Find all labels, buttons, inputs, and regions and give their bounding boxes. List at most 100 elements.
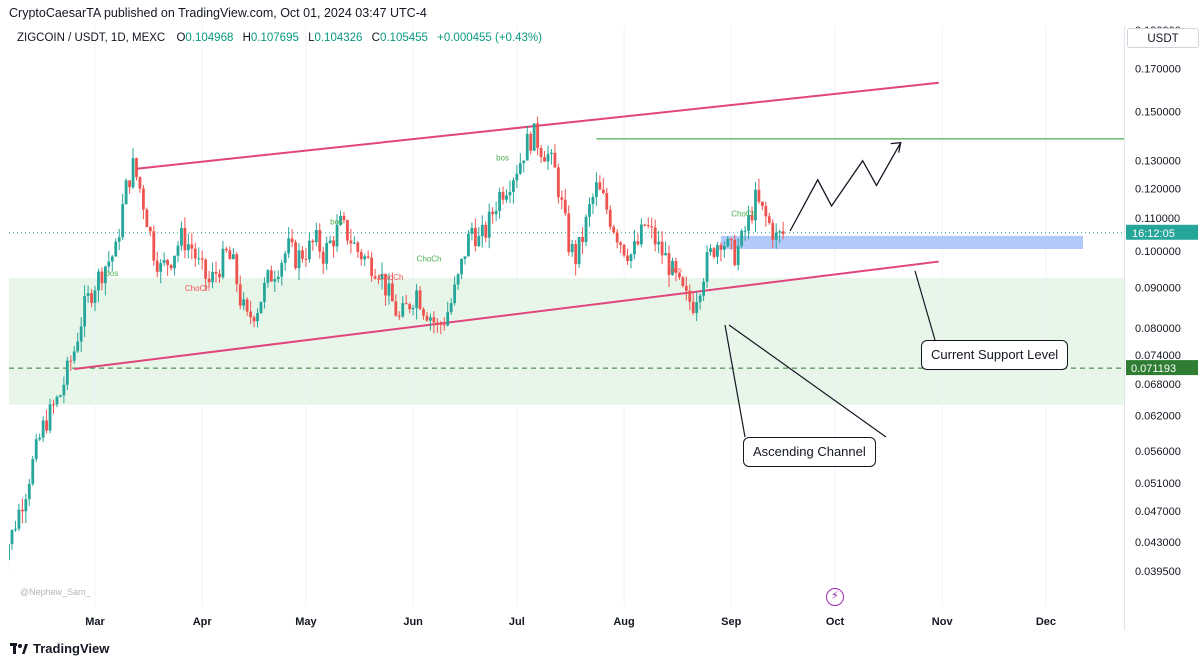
channel-note[interactable]: Ascending Channel (743, 437, 876, 467)
candle (605, 187, 609, 215)
candle (470, 222, 474, 241)
candle (218, 269, 221, 283)
candle (598, 175, 602, 191)
candle (722, 241, 726, 258)
support-note[interactable]: Current Support Level (921, 340, 1069, 370)
candle (442, 317, 446, 331)
candle-body (100, 271, 104, 284)
candle-body (453, 284, 457, 304)
price-scale[interactable]: 0.1900000.1700000.1500000.1300000.120000… (1124, 25, 1199, 630)
candle-body (719, 245, 723, 250)
candle-body (601, 189, 605, 194)
candle-body (332, 240, 335, 247)
candle (522, 160, 526, 173)
candle (774, 223, 778, 249)
candle (643, 223, 647, 227)
candle-body (619, 242, 623, 245)
candle-body (110, 256, 114, 262)
candle-body (781, 231, 785, 235)
price-chart[interactable]: bos bos bos ChoCh ChoCh ChoCh ChoCh bos Mar Apr Ma… (0, 26, 1124, 630)
candle-body (660, 241, 664, 256)
candle (173, 255, 176, 276)
candle (550, 149, 553, 165)
candle-body (736, 245, 740, 266)
candle-body (639, 224, 643, 245)
candle-body (166, 259, 170, 265)
candle (709, 244, 712, 256)
candle-body (404, 303, 408, 305)
lightning-icon[interactable]: ⚡ (826, 588, 844, 606)
candle-body (688, 290, 692, 302)
candle (750, 206, 754, 224)
current-price-badge (1126, 224, 1198, 240)
level-label: 0.071193 (1131, 363, 1176, 375)
candle-body (698, 295, 702, 303)
candle (453, 276, 457, 306)
candle-body (460, 258, 463, 275)
channel-leader (724, 324, 746, 438)
candle-body (598, 182, 602, 190)
candle (83, 284, 87, 337)
candle-body (214, 271, 218, 274)
candle-body (629, 254, 633, 261)
candle-body (370, 257, 374, 277)
candle (263, 277, 266, 309)
candle (716, 241, 719, 265)
candle (266, 269, 270, 288)
candle-body (449, 303, 453, 313)
candle (131, 148, 135, 189)
candle (505, 189, 508, 203)
candle-body (646, 224, 650, 227)
candle-body (508, 191, 512, 196)
x-tick-label: Oct (826, 616, 845, 628)
candle (432, 311, 436, 334)
candle-body (512, 180, 515, 192)
candle (117, 228, 121, 251)
candle-body (494, 210, 498, 215)
candle (646, 217, 650, 229)
candle-body (200, 258, 204, 260)
candle (532, 123, 536, 151)
candle (269, 265, 273, 282)
candle-body (249, 311, 253, 318)
candle (760, 201, 764, 211)
candle-body (667, 253, 671, 276)
currency-button[interactable]: USDT (1127, 28, 1199, 48)
candle-body (107, 261, 111, 267)
candle-body (373, 276, 377, 279)
symbol-name[interactable]: ZIGCOIN / USDT, 1D, MEXC (17, 32, 166, 44)
candle-body (394, 301, 398, 316)
candle (705, 245, 709, 288)
candle (740, 228, 744, 248)
candle (52, 399, 55, 414)
candle (110, 254, 114, 272)
candle (667, 245, 671, 288)
tradingview-logo[interactable]: TradingView (10, 641, 109, 656)
candle-body (380, 273, 384, 279)
candle (200, 250, 204, 270)
structure-label: ChoCh (417, 255, 442, 264)
footer (0, 636, 1199, 664)
candle-body (34, 439, 38, 460)
candle-body (218, 273, 221, 278)
candle-body (390, 283, 394, 302)
candle (10, 529, 14, 550)
candle (615, 229, 619, 249)
open-value: 0.104968 (185, 32, 234, 44)
structure-label: ChoCh (379, 273, 404, 282)
candle-body (90, 293, 93, 303)
candle (435, 318, 439, 333)
candle-body (778, 231, 782, 233)
high-value: 0.107695 (250, 32, 299, 44)
candle (155, 251, 159, 278)
candle (657, 230, 661, 254)
chart-area[interactable]: bos bos bos ChoCh ChoCh ChoCh ChoCh bos Mar Apr Ma… (0, 26, 1124, 630)
candle (301, 246, 304, 263)
x-tick-label: Apr (193, 616, 213, 628)
candle-body (93, 290, 97, 303)
candle (677, 271, 681, 280)
structure-label: bos (669, 265, 682, 274)
open-label: O (176, 32, 186, 44)
candle (204, 258, 208, 291)
price-tick-label: 0.062000 (1135, 411, 1181, 423)
